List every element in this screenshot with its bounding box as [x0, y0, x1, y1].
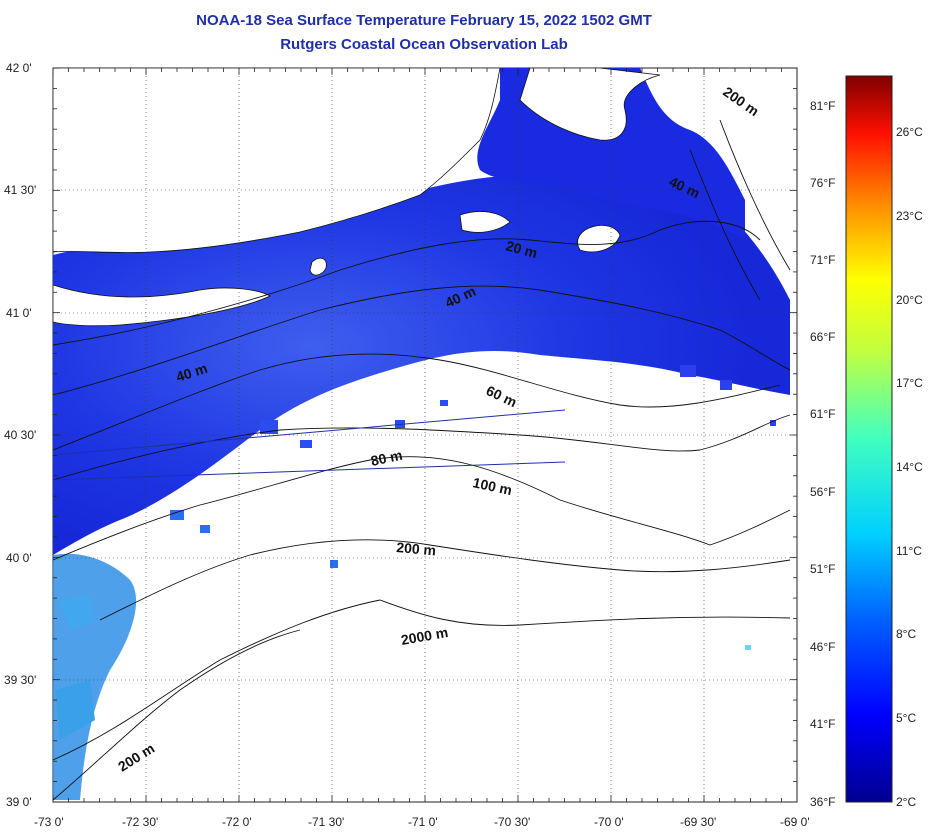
- map-title: NOAA-18 Sea Surface Temperature February…: [196, 12, 652, 29]
- marthas-vineyard: [459, 211, 511, 233]
- celsius-label: 5°C: [896, 711, 916, 725]
- map-subtitle: Rutgers Coastal Ocean Observation Lab: [280, 36, 568, 53]
- lat-label: 41 0': [6, 306, 32, 320]
- fahrenheit-label: 51°F: [810, 562, 835, 576]
- cape-cod: [519, 68, 661, 141]
- lon-label: -71 0': [408, 815, 438, 829]
- graticule: [53, 68, 797, 802]
- lat-label: 39 0': [6, 795, 32, 809]
- lat-label: 42 0': [6, 61, 32, 75]
- lon-label: -70 0': [594, 815, 624, 829]
- lat-label: 41 30': [4, 183, 36, 197]
- fahrenheit-label: 46°F: [810, 640, 835, 654]
- celsius-label: 14°C: [896, 460, 923, 474]
- contour-label: 80 m: [369, 447, 404, 469]
- lon-label: -69 0': [780, 815, 810, 829]
- fahrenheit-label: 41°F: [810, 717, 835, 731]
- celsius-label: 20°C: [896, 293, 923, 307]
- contour-label: 20 m: [504, 237, 539, 261]
- sst-field: 200 m 40 m 20 m 40 m 40 m 60 m 80 m 100 …: [53, 68, 797, 802]
- fahrenheit-label: 76°F: [810, 176, 835, 190]
- lon-label: -72 30': [122, 815, 158, 829]
- fahrenheit-label: 36°F: [810, 795, 835, 809]
- celsius-label: 2°C: [896, 795, 916, 809]
- lat-label: 40 30': [4, 428, 36, 442]
- cold-water-region: [53, 175, 790, 555]
- celsius-label: 17°C: [896, 376, 923, 390]
- fahrenheit-label: 56°F: [810, 485, 835, 499]
- fahrenheit-label: 66°F: [810, 330, 835, 344]
- lon-label: -72 0': [222, 815, 252, 829]
- frame-ticks: [52, 67, 798, 803]
- temperature-colorbar: [845, 75, 893, 803]
- celsius-label: 11°C: [896, 544, 922, 558]
- block-island: [309, 257, 327, 276]
- lon-label: -73 0': [34, 815, 64, 829]
- new-england-coast: [53, 68, 501, 253]
- fahrenheit-label: 71°F: [810, 253, 835, 267]
- long-island: [53, 284, 271, 327]
- fahrenheit-label: 61°F: [810, 407, 835, 421]
- contour-label: 200 m: [396, 539, 437, 558]
- celsius-label: 8°C: [896, 627, 916, 641]
- celsius-label: 26°C: [896, 125, 923, 139]
- fahrenheit-label: 81°F: [810, 99, 835, 113]
- lon-label: -70 30': [494, 815, 530, 829]
- celsius-label: 23°C: [896, 209, 923, 223]
- lat-label: 39 30': [4, 673, 36, 687]
- lat-label: 40 0': [6, 551, 32, 565]
- nantucket: [577, 225, 621, 253]
- lon-label: -69 30': [680, 815, 716, 829]
- lon-label: -71 30': [308, 815, 344, 829]
